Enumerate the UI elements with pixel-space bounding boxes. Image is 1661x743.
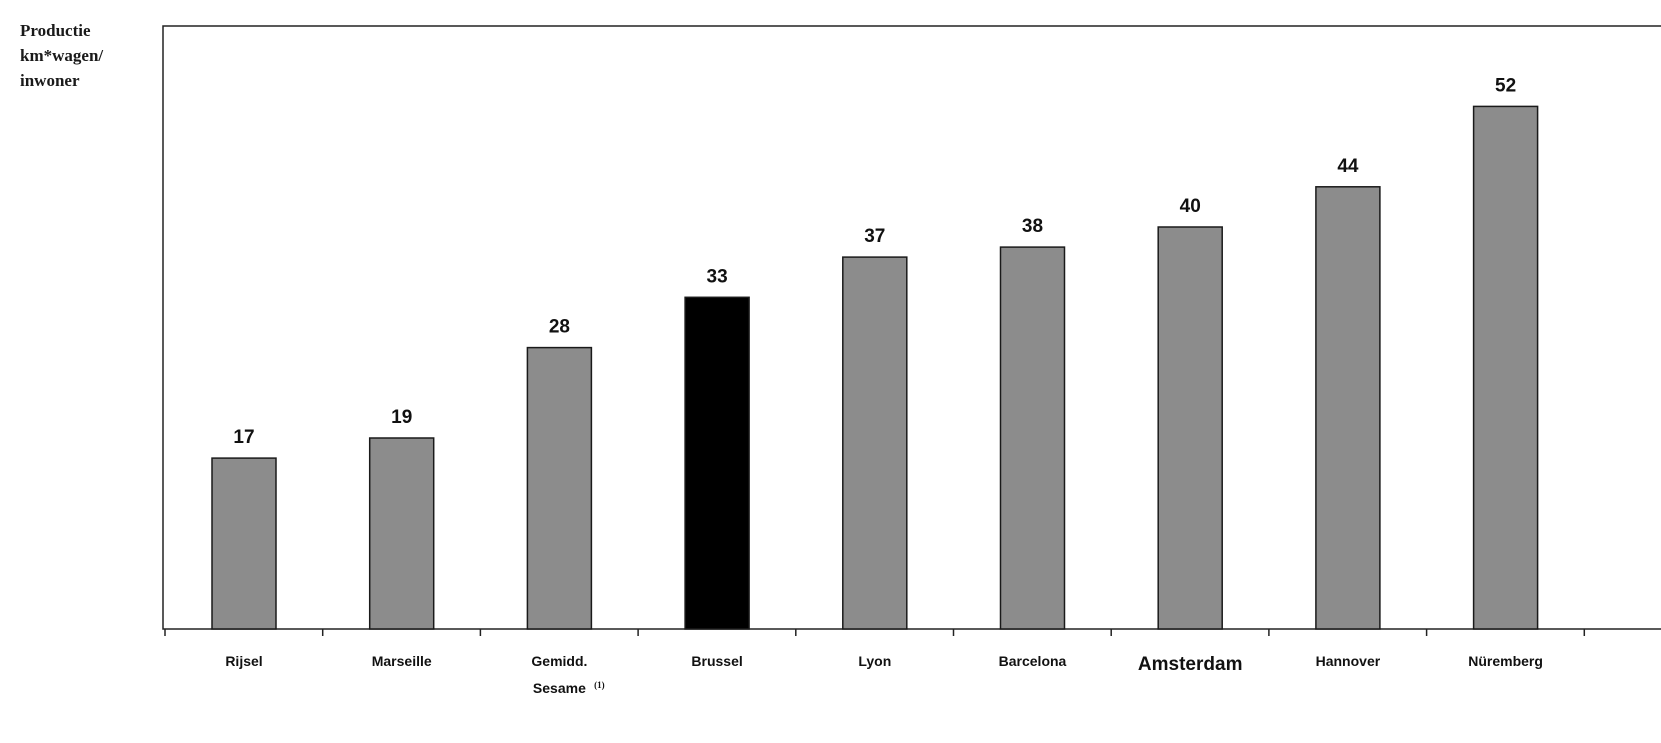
category-label: Brussel: [691, 653, 742, 669]
bar: [211, 457, 277, 630]
category-label: Lyon: [858, 653, 891, 669]
category-label: Sesame: [533, 680, 586, 696]
bar: [368, 437, 435, 630]
category-label: Nüremberg: [1468, 653, 1543, 669]
value-label: 37: [864, 226, 885, 247]
y-axis-label: Productie km*wagen/inwoner: [20, 21, 103, 90]
category-label: Gemidd.: [531, 653, 587, 669]
footnote-marker: (1): [594, 680, 605, 690]
value-label: 28: [549, 317, 570, 338]
bar: [1315, 186, 1381, 630]
value-label: 44: [1337, 156, 1359, 177]
value-label: 19: [391, 407, 412, 428]
value-label: 40: [1180, 196, 1201, 217]
bar: [999, 246, 1066, 630]
y-axis-label-line: km*wagen/: [20, 46, 103, 65]
bar: [842, 256, 908, 630]
category-label: Barcelona: [999, 653, 1067, 669]
x-axis-category-labels: Rijsel Marseille Gemidd. Sesame (1) Brussel Ly…: [225, 653, 1543, 696]
value-label: 17: [233, 427, 254, 448]
y-axis-label-line: Productie: [20, 21, 91, 40]
value-label: 52: [1495, 75, 1516, 96]
plot-frame: [162, 25, 1661, 630]
value-label: 33: [707, 266, 728, 287]
x-axis-ticks: [164, 629, 1586, 636]
bar: [1472, 105, 1539, 630]
category-label: Rijsel: [225, 653, 262, 669]
bar: [684, 296, 750, 630]
y-axis-label-line: inwoner: [20, 71, 80, 90]
category-label: Marseille: [372, 653, 432, 669]
bar: [526, 346, 593, 630]
bar: [1157, 226, 1223, 630]
bars: [211, 105, 1539, 630]
value-label: 38: [1022, 216, 1043, 237]
category-label: Amsterdam: [1138, 654, 1243, 675]
value-labels: 17 19 28 33 37 38 40 44 52: [233, 75, 1516, 448]
category-label: Hannover: [1316, 653, 1381, 669]
